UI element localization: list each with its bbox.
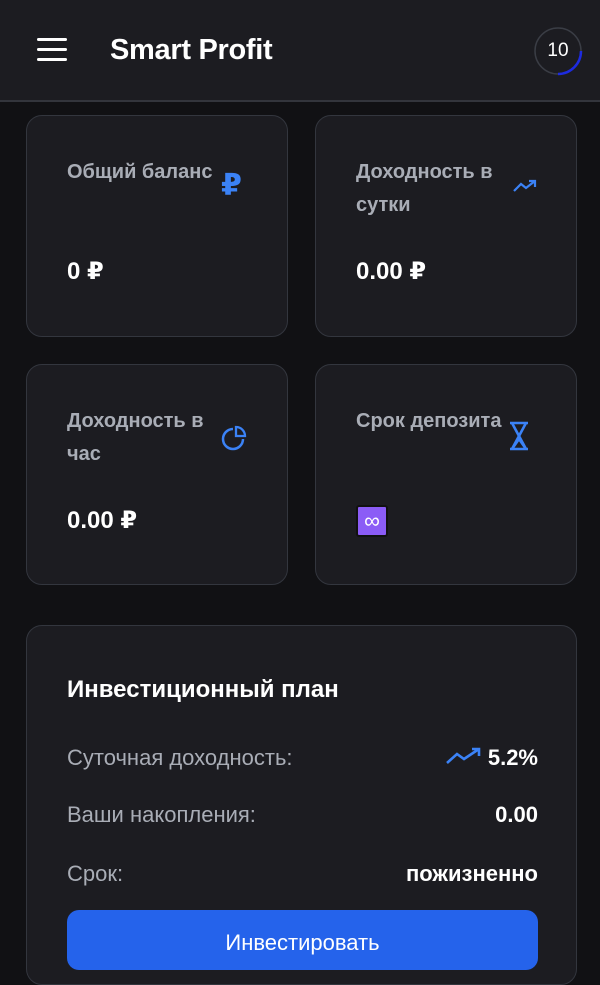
card-label: Доходность в сутки <box>356 161 493 216</box>
level-badge[interactable]: 10 <box>533 26 583 76</box>
plan-row-daily-yield: Суточная доходность: 5.2% <box>67 745 538 771</box>
card-hourly-yield: Доходность в час 0.00 ₽ <box>26 364 288 585</box>
card-daily-yield: Доходность в сутки 0.00 ₽ <box>315 115 577 337</box>
pie-chart-icon <box>221 425 247 455</box>
row-label: Суточная доходность: <box>67 745 293 770</box>
row-label: Срок: <box>67 861 124 886</box>
row-value: 5.2% <box>445 745 538 771</box>
trending-up-icon <box>445 747 481 764</box>
card-label: Общий баланс <box>67 161 213 183</box>
daily-yield-value: 5.2% <box>487 745 538 770</box>
card-deposit-term: Срок депозита ∞ <box>315 364 577 585</box>
app-title: Smart Profit <box>110 34 273 66</box>
plan-row-savings: Ваши накопления: 0.00 <box>67 802 538 828</box>
progress-ring-icon <box>534 27 583 76</box>
trending-up-icon <box>512 178 538 208</box>
card-label: Срок депозита <box>356 410 502 432</box>
card-label: Доходность в час <box>67 410 204 465</box>
row-label: Ваши накопления: <box>67 802 256 827</box>
hourglass-icon <box>508 421 534 451</box>
ruble-icon: ₽ <box>221 169 242 202</box>
menu-icon[interactable] <box>37 38 67 62</box>
app-header: Smart Profit 10 <box>0 0 600 102</box>
plan-title: Инвестиционный план <box>67 676 339 703</box>
investment-plan-card: Инвестиционный план Суточная доходность:… <box>26 625 577 985</box>
card-value: 0.00 ₽ <box>67 507 138 534</box>
plan-row-term: Срок: пожизненно <box>67 861 538 887</box>
card-value: 0.00 ₽ <box>356 258 427 285</box>
card-value: 0 ₽ <box>67 258 104 285</box>
badge-number: 10 <box>547 40 569 61</box>
row-value: 0.00 <box>495 802 538 827</box>
card-total-balance: Общий баланс ₽ 0 ₽ <box>26 115 288 337</box>
invest-button[interactable]: Инвестировать <box>67 910 538 970</box>
infinity-icon: ∞ <box>356 505 388 537</box>
row-value: пожизненно <box>405 861 538 886</box>
